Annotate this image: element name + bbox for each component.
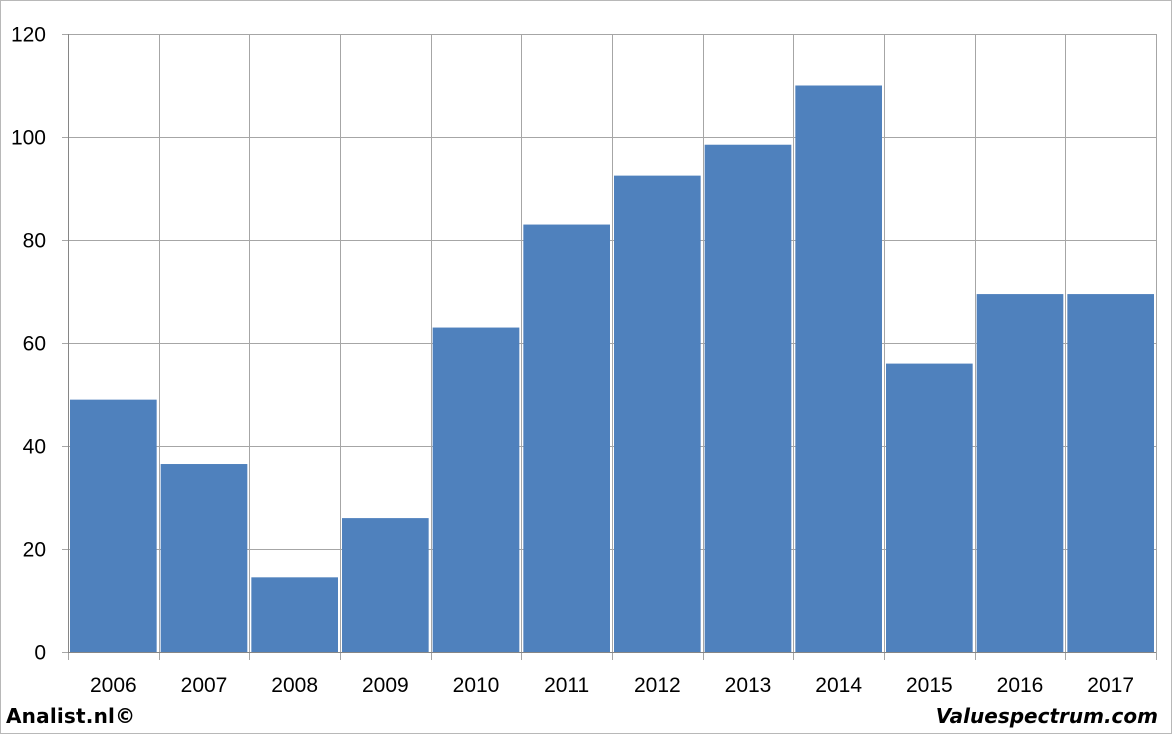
x-tick-label: 2014 bbox=[815, 674, 862, 697]
x-tick-label: 2009 bbox=[362, 674, 409, 697]
y-tick-label: 0 bbox=[34, 642, 46, 665]
x-tick-label: 2006 bbox=[90, 674, 137, 697]
bar-2013 bbox=[704, 144, 792, 652]
bar-2014 bbox=[795, 85, 882, 652]
y-tick-label: 100 bbox=[11, 127, 46, 150]
bar-2011 bbox=[523, 224, 610, 653]
bar-2008 bbox=[251, 577, 338, 652]
bar-layer bbox=[70, 85, 1154, 653]
y-tick-label: 20 bbox=[23, 539, 46, 562]
publisher-credit: Valuespectrum.com bbox=[935, 704, 1158, 728]
bar-2009 bbox=[342, 518, 429, 652]
x-tick-label: 2017 bbox=[1087, 674, 1134, 697]
label-layer: 0 20 40 60 80 100 120 2006 2007 2008 2009 2010 2011 2… bbox=[11, 24, 1134, 698]
x-tick-label: 2010 bbox=[453, 674, 500, 697]
x-tick-label: 2011 bbox=[544, 674, 589, 697]
bar-2017 bbox=[1067, 294, 1154, 652]
x-tick-label: 2013 bbox=[725, 674, 772, 697]
x-tick-label: 2016 bbox=[997, 674, 1044, 697]
y-tick-label: 120 bbox=[11, 24, 46, 47]
bar-2007 bbox=[160, 464, 248, 652]
bar-2010 bbox=[432, 327, 520, 652]
y-tick-label: 60 bbox=[23, 333, 46, 356]
source-credit: Analist.nl© bbox=[6, 704, 136, 728]
axis-layer bbox=[62, 34, 1156, 653]
y-tick-label: 40 bbox=[23, 436, 46, 459]
x-tick-label: 2012 bbox=[634, 674, 681, 697]
bar-2006 bbox=[70, 399, 157, 652]
bar-2016 bbox=[976, 294, 1064, 652]
bar-2015 bbox=[886, 363, 973, 652]
y-tick-label: 80 bbox=[23, 230, 46, 253]
x-tick-label: 2007 bbox=[181, 674, 228, 697]
x-tick-label: 2015 bbox=[906, 674, 953, 697]
x-tick-label: 2008 bbox=[271, 674, 318, 697]
bar-2012 bbox=[614, 175, 701, 652]
